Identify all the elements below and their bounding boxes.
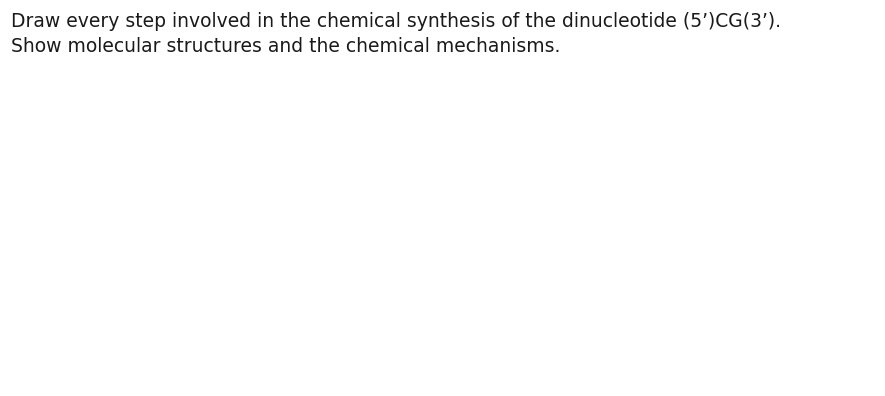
Text: Draw every step involved in the chemical synthesis of the dinucleotide (5’)CG(3’: Draw every step involved in the chemical… <box>11 12 781 56</box>
